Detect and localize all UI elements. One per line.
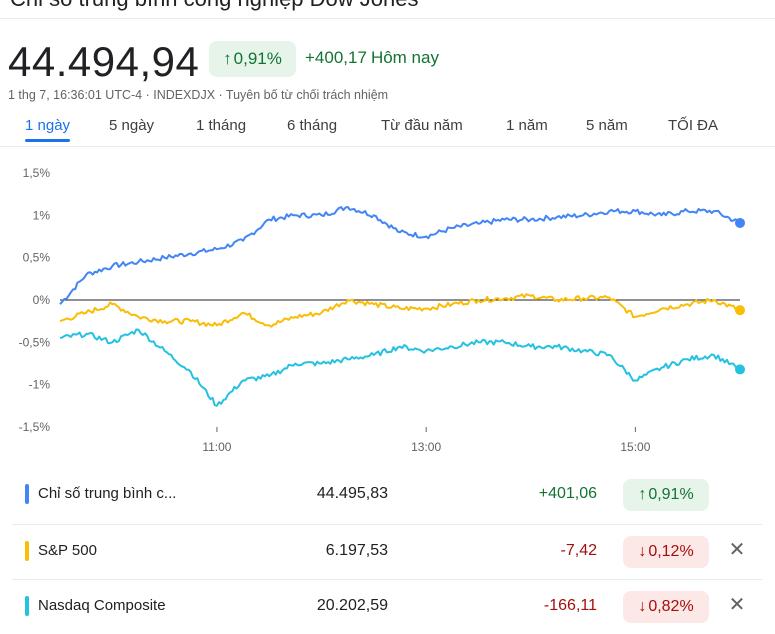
row-price: 6.197,53 xyxy=(325,542,388,559)
row-name: S&P 500 xyxy=(38,542,97,559)
comparison-row-dow[interactable]: Chỉ số trung bình c... 44.495,83 +401,06… xyxy=(0,467,760,522)
tab-1-month[interactable]: 1 tháng xyxy=(196,117,247,134)
row-price: 20.202,59 xyxy=(316,597,388,614)
row-pct: 0,91% xyxy=(648,486,694,503)
row-pct-badge: ↑ 0,91% xyxy=(623,479,709,511)
tab-1-day[interactable]: 1 ngày xyxy=(25,117,71,142)
series-line-2 xyxy=(59,328,741,407)
series-color-bar xyxy=(25,596,29,616)
pct-change-value: 0,91% xyxy=(233,49,282,68)
series-color-bar xyxy=(25,484,29,504)
price-chart[interactable]: 1,5% 1% 0,5% 0% -0,5% -1% -1,5% 11:00 13:00 15:00 xyxy=(0,150,775,460)
arrow-up-icon: ↑ xyxy=(638,486,647,503)
tab-max[interactable]: TỐI ĐA xyxy=(668,117,719,134)
divider xyxy=(0,18,775,19)
arrow-up-icon: ↑ xyxy=(223,49,232,68)
tab-1-year[interactable]: 1 năm xyxy=(506,117,548,134)
remove-comparison-icon[interactable]: ✕ xyxy=(728,594,746,616)
row-pct: 0,12% xyxy=(648,543,694,560)
abs-change-value: +400,17 xyxy=(305,48,367,67)
y-tick-label: 0% xyxy=(33,293,51,307)
series-color-bar xyxy=(25,541,29,561)
comparison-row-nasdaq[interactable]: Nasdaq Composite 20.202,59 -166,11 ↓ 0,8… xyxy=(0,579,760,634)
abs-change: +400,17 Hôm nay xyxy=(305,48,439,68)
row-pct-badge: ↓ 0,82% xyxy=(623,591,709,623)
y-tick-label: 1,5% xyxy=(23,166,51,180)
quote-meta: 1 thg 7, 16:36:01 UTC-4 · INDEXDJX · Tuy… xyxy=(8,88,389,102)
row-change: +401,06 xyxy=(538,485,597,502)
remove-comparison-icon[interactable]: ✕ xyxy=(728,539,746,561)
tab-6-months[interactable]: 6 tháng xyxy=(287,117,338,134)
y-tick-label: -1,5% xyxy=(19,420,51,434)
y-tick-label: 0,5% xyxy=(23,251,51,265)
arrow-down-icon: ↓ xyxy=(638,543,647,560)
row-price: 44.495,83 xyxy=(316,485,388,502)
y-tick-label: -0,5% xyxy=(19,335,51,349)
x-tick-label: 15:00 xyxy=(620,440,650,454)
row-name: Chỉ số trung bình c... xyxy=(38,485,177,502)
row-change: -166,11 xyxy=(543,597,597,614)
page-title: Chỉ số trung bình công nghiệp Dow Jones xyxy=(10,0,418,12)
tab-5-years[interactable]: 5 năm xyxy=(586,117,628,134)
row-name: Nasdaq Composite xyxy=(38,597,166,614)
row-divider xyxy=(12,579,762,580)
series-endpoint-0 xyxy=(735,217,745,228)
tab-ytd[interactable]: Từ đầu năm xyxy=(381,117,463,134)
current-price: 44.494,94 xyxy=(8,38,200,85)
series-endpoint-2 xyxy=(735,364,745,375)
row-pct: 0,82% xyxy=(648,598,694,615)
tab-5-days[interactable]: 5 ngày xyxy=(109,117,155,134)
row-divider xyxy=(12,524,762,525)
arrow-down-icon: ↓ xyxy=(638,598,647,615)
pct-change-badge: ↑ 0,91% xyxy=(209,41,296,77)
x-tick-label: 11:00 xyxy=(202,440,231,454)
row-change: -7,42 xyxy=(560,542,597,559)
series-line-0 xyxy=(59,205,741,305)
x-tick-label: 13:00 xyxy=(411,440,441,454)
series-endpoint-1 xyxy=(735,305,745,316)
comparison-row-sp500[interactable]: S&P 500 6.197,53 -7,42 ↓ 0,12% ✕ xyxy=(0,524,760,579)
series-line-1 xyxy=(59,293,741,328)
y-tick-label: 1% xyxy=(33,208,51,222)
tabs-divider xyxy=(0,146,775,147)
row-pct-badge: ↓ 0,12% xyxy=(623,536,709,568)
today-label: Hôm nay xyxy=(370,48,439,67)
y-tick-label: -1% xyxy=(29,378,51,392)
range-tabs: 1 ngày 5 ngày 1 tháng 6 tháng Từ đầu năm… xyxy=(0,117,775,147)
